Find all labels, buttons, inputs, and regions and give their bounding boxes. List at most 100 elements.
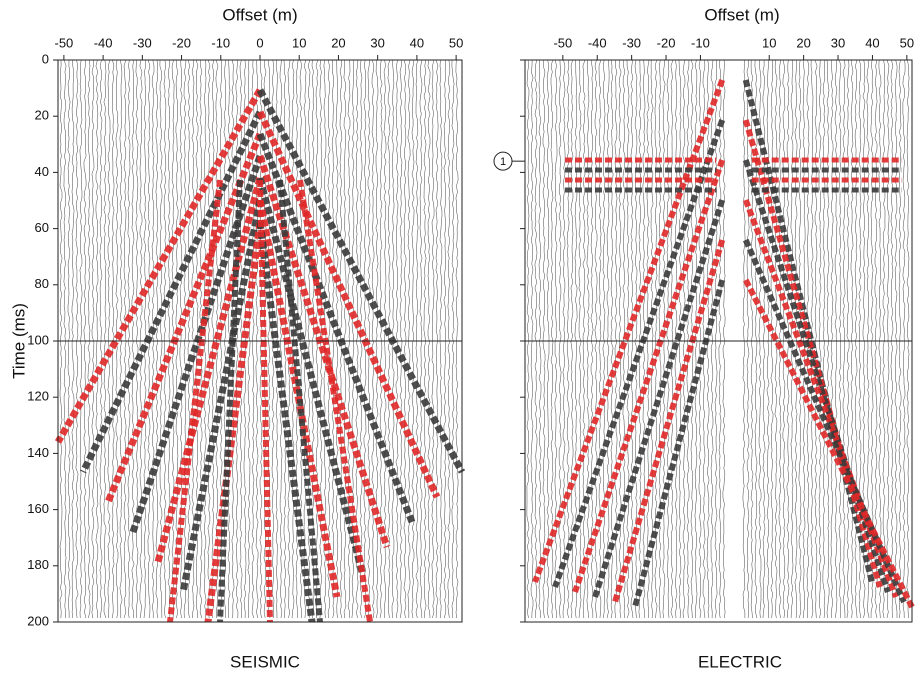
trace [814,59,818,619]
trace [447,59,451,619]
trace [351,59,355,619]
x-tick-label: 10 [762,35,776,50]
event-band [256,88,466,474]
trace [802,59,806,619]
trace [526,59,530,619]
x-tick-label: 30 [831,35,845,50]
trace [842,59,846,619]
x-tick-label: -20 [657,35,676,50]
caption: ELECTRIC [698,652,782,671]
trace [662,59,666,619]
event-band [552,118,726,589]
trace [886,59,890,619]
trace [327,59,331,619]
trace [702,59,706,619]
trace [359,59,363,619]
y-tick-label: 140 [27,445,49,460]
x-tick-label: -10 [211,35,230,50]
y-tick-label: 40 [35,164,49,179]
trace [147,59,151,619]
trace [602,59,606,619]
trace [826,59,830,619]
trace [574,59,578,619]
trace [59,59,63,619]
trace [175,59,179,619]
trace [407,59,411,619]
event-band [257,179,273,623]
trace [542,59,546,619]
trace [706,59,710,619]
trace [127,59,131,619]
trace [163,59,167,619]
trace [99,59,103,619]
x-tick-label: -30 [133,35,152,50]
trace [427,59,431,619]
y-tick-label: 20 [35,108,49,123]
trace [391,59,395,619]
trace [838,59,842,619]
trace [63,59,67,618]
trace [546,59,550,619]
trace [882,59,886,619]
trace [562,59,566,619]
x-tick-label: 20 [331,35,345,50]
trace [590,59,594,619]
trace [794,59,798,619]
trace [570,59,574,619]
trace [790,59,794,619]
x-tick-label: 50 [449,35,463,50]
trace [279,59,283,619]
trace [411,59,415,619]
trace [151,59,155,618]
trace [902,59,906,619]
x-axis-title: Offset (m) [704,5,779,24]
trace [898,59,902,619]
trace [183,59,187,619]
trace [79,59,83,619]
caption: SEISMIC [230,652,300,671]
trace [582,59,586,619]
trace [355,59,359,619]
event-band [256,199,341,598]
y-tick-label: 100 [27,332,49,347]
x-tick-label: -50 [553,35,572,50]
trace [155,59,159,619]
x-tick-label: 10 [292,35,306,50]
event-band [129,154,264,534]
trace [199,59,203,619]
trace [858,59,862,619]
event-band [104,132,264,504]
y-tick-label: 120 [27,389,49,404]
annotation-circle [493,151,513,171]
trace [347,59,351,619]
trace [530,59,534,619]
event-band [632,279,726,608]
trace [846,59,850,619]
event-band [54,88,264,444]
x-tick-label: -50 [54,35,73,50]
trace [283,59,287,619]
trace [874,59,878,619]
trace [742,59,746,618]
trace [387,59,391,619]
trace [399,59,403,619]
trace [203,59,207,618]
trace [698,59,702,619]
event-band [743,278,915,609]
trace [714,59,718,619]
trace [303,59,307,619]
trace [435,59,439,619]
trace [658,59,662,619]
trace [778,59,782,619]
trace [682,59,686,619]
y-tick-label: 80 [35,276,49,291]
trace [782,59,786,619]
trace [455,59,459,619]
trace [403,59,407,619]
trace [618,59,622,619]
annotation-text: 1 [500,156,506,168]
trace [906,59,910,619]
trace [139,59,143,619]
event-band [742,238,907,604]
